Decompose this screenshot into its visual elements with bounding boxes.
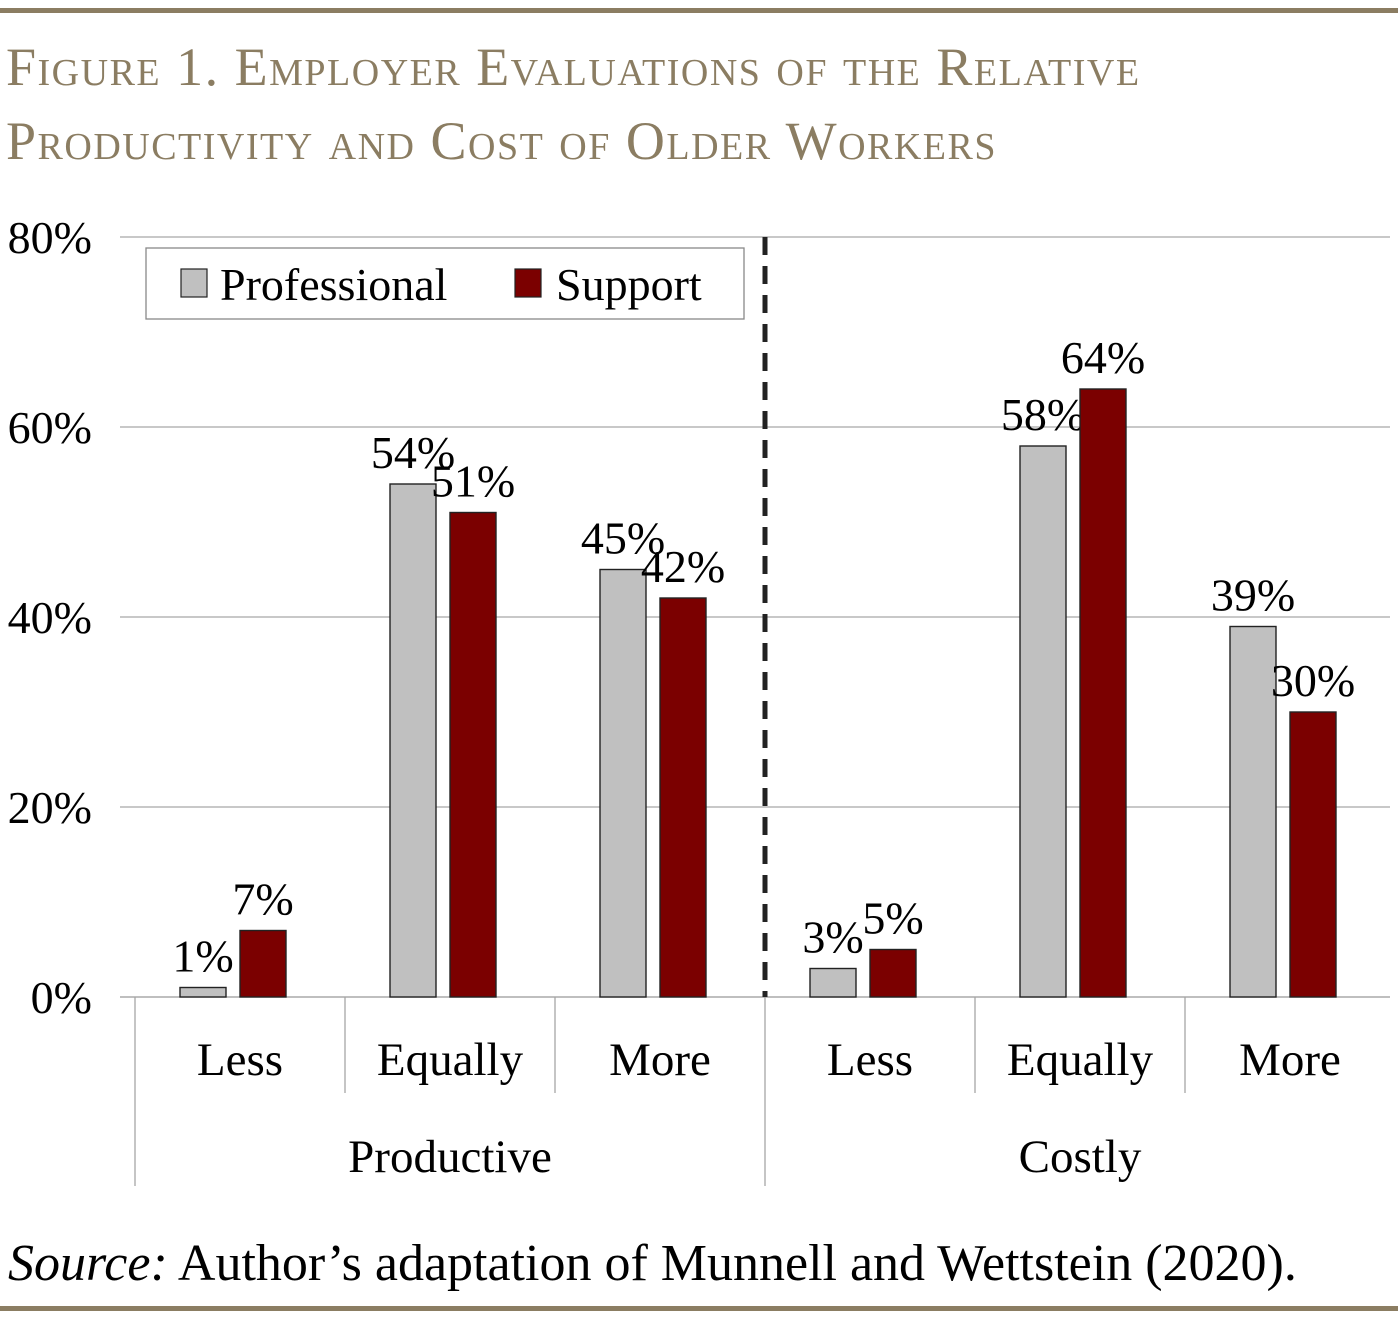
bar-professional <box>809 967 857 998</box>
figure-title-line-2: Productivity and Cost of Older Workers <box>6 111 997 171</box>
legend-label-support: Support <box>556 259 702 310</box>
y-tick-label: 80% <box>8 212 92 263</box>
y-tick-label: 60% <box>8 402 92 453</box>
source-label: Source: <box>8 1235 168 1292</box>
data-label-support: 7% <box>232 874 293 925</box>
x-category-label: Less <box>827 1034 913 1086</box>
data-label-professional: 45% <box>581 513 665 564</box>
bar-support <box>869 948 917 998</box>
x-category-label: Equally <box>377 1034 524 1086</box>
y-tick-label: 40% <box>8 592 92 643</box>
x-category-label: Less <box>197 1034 283 1086</box>
bar-support <box>449 511 497 998</box>
y-tick-label: 20% <box>8 782 92 833</box>
bar-professional <box>599 568 647 998</box>
data-label-support: 64% <box>1061 332 1145 383</box>
data-label-support: 5% <box>862 893 923 944</box>
top-rule <box>0 8 1398 13</box>
data-label-professional: 54% <box>371 427 455 478</box>
legend-swatch-professional <box>180 268 208 298</box>
legend-label-professional: Professional <box>220 259 447 310</box>
figure-title-line-1: Figure 1. Employer Evaluations of the Re… <box>6 37 1141 97</box>
x-category-label: More <box>609 1034 711 1086</box>
legend-box <box>145 247 745 320</box>
x-category-label: Equally <box>1007 1034 1154 1086</box>
figure-title: Figure 1. Employer Evaluations of the Re… <box>6 30 1396 178</box>
source-note: Source: Author’s adaptation of Munnell a… <box>8 1234 1297 1293</box>
x-group-label: Productive <box>348 1131 552 1183</box>
bar-support <box>239 929 287 998</box>
legend-swatch-support <box>514 268 542 298</box>
bar-professional <box>1019 445 1067 998</box>
y-tick-label: 0% <box>31 972 92 1023</box>
x-group-label: Costly <box>1019 1131 1142 1183</box>
bar-support <box>659 597 707 998</box>
bar-support <box>1079 388 1127 998</box>
data-label-support: 51% <box>431 456 515 507</box>
bottom-rule <box>0 1306 1398 1311</box>
data-label-support: 42% <box>641 541 725 592</box>
data-label-professional: 1% <box>172 931 233 982</box>
data-label-support: 30% <box>1271 655 1355 706</box>
bar-professional <box>1229 625 1277 998</box>
data-label-professional: 3% <box>802 912 863 963</box>
data-label-professional: 58% <box>1001 389 1085 440</box>
source-text: Author’s adaptation of Munnell and Wetts… <box>167 1235 1297 1292</box>
x-category-label: More <box>1239 1034 1341 1086</box>
bar-professional <box>389 483 437 998</box>
data-label-professional: 39% <box>1211 570 1295 621</box>
bar-support <box>1289 711 1337 998</box>
bar-professional <box>179 986 227 998</box>
